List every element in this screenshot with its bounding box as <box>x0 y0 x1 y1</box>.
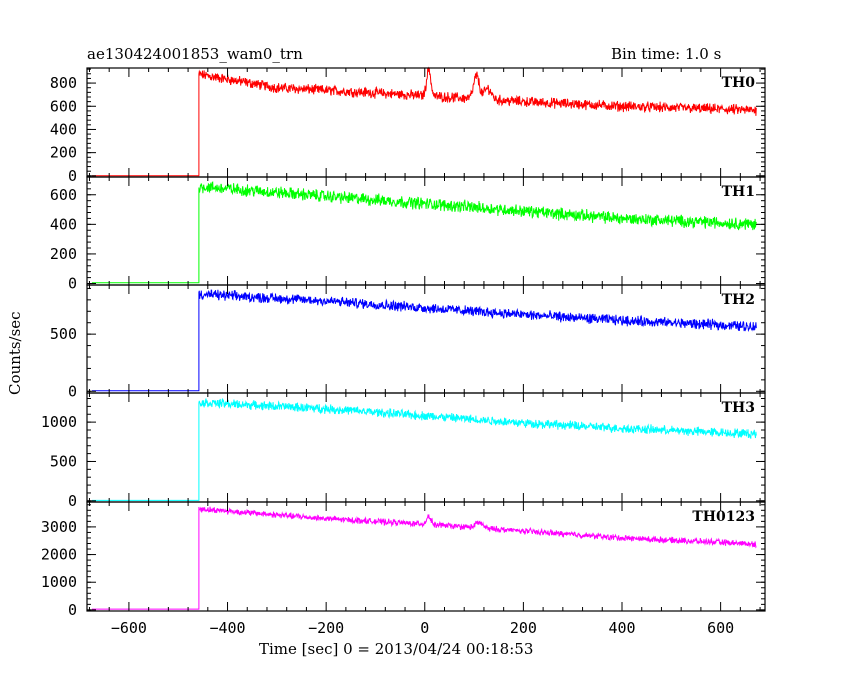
y-tick-label: 1000 <box>41 573 77 591</box>
series-th2 <box>91 289 757 392</box>
bin-time-label: Bin time: 1.0 s <box>611 45 722 63</box>
y-tick-label: 400 <box>50 215 77 233</box>
panel-label-th1: TH1 <box>722 184 755 200</box>
panel-frame-th0123 <box>86 501 766 612</box>
x-tick-label: −400 <box>209 619 245 637</box>
x-tick-label: −600 <box>111 619 147 637</box>
panel-label-th2: TH2 <box>722 292 755 308</box>
y-tick-label: 2000 <box>41 546 77 564</box>
y-tick-label: 600 <box>50 186 77 204</box>
panel-frame-th1 <box>86 176 766 286</box>
panel-frame-th2 <box>86 284 766 394</box>
y-tick-label: 400 <box>50 120 77 138</box>
y-tick-label: 3000 <box>41 518 77 536</box>
y-tick-label: 0 <box>68 275 77 293</box>
y-tick-label: 0 <box>68 382 77 400</box>
x-tick-label: 200 <box>510 619 537 637</box>
y-tick-label: 0 <box>68 492 77 510</box>
y-tick-label: 0 <box>68 167 77 185</box>
y-tick-label: 500 <box>50 452 77 470</box>
panel-label-th0: TH0 <box>722 75 756 91</box>
y-tick-label: 200 <box>50 144 77 162</box>
y-tick-label: 1000 <box>41 413 77 431</box>
y-tick-label: 200 <box>50 245 77 263</box>
panel-label-th0123: TH0123 <box>692 509 755 525</box>
panel-frame-th3 <box>86 392 766 503</box>
x-tick-label: 600 <box>707 619 734 637</box>
y-tick-label: 500 <box>50 325 77 343</box>
x-tick-label: −200 <box>308 619 344 637</box>
y-tick-label: 600 <box>50 97 77 115</box>
x-tick-label: 0 <box>420 619 429 637</box>
x-tick-label: 400 <box>608 619 635 637</box>
y-tick-label: 800 <box>50 74 77 92</box>
series-th1 <box>91 181 757 284</box>
chart-title: ae130424001853_wam0_trn <box>87 45 303 63</box>
series-th3 <box>91 397 757 501</box>
y-tick-label: 0 <box>68 601 77 619</box>
series-th0 <box>91 66 757 177</box>
series-th0123 <box>91 506 757 610</box>
x-axis-label: Time [sec] 0 = 2013/04/24 00:18:53 <box>259 640 534 658</box>
panel-label-th3: TH3 <box>722 400 755 416</box>
